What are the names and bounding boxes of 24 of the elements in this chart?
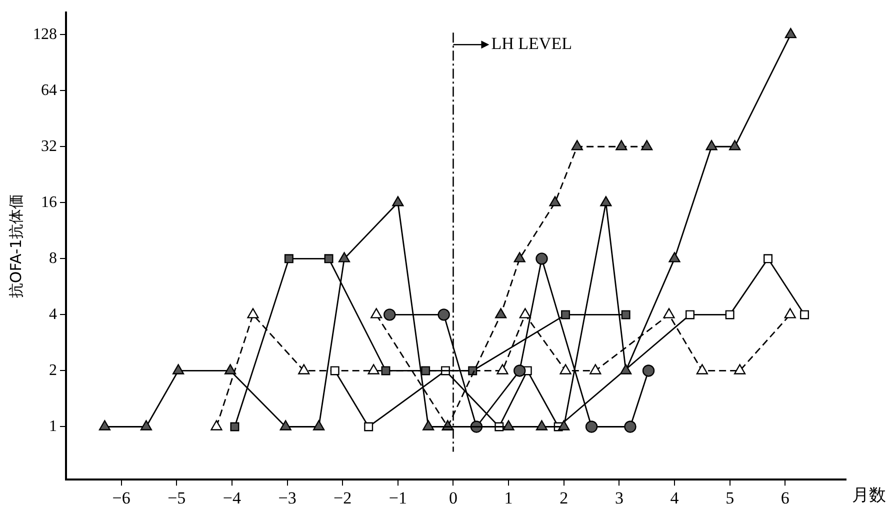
y-tick-label: 4 [49, 306, 57, 323]
x-tick-label: −3 [278, 488, 296, 508]
y-axis-title: 抗OFA-1抗体価 [6, 194, 25, 298]
y-tick-label: 2 [49, 362, 57, 379]
x-tick-label: −2 [334, 488, 352, 508]
x-tick-label: −4 [222, 488, 242, 508]
y-tick-label: 64 [41, 82, 57, 99]
x-tick-label: 0 [448, 488, 458, 508]
x-tick-label: −6 [112, 488, 130, 508]
x-tick-label: 6 [780, 488, 790, 508]
x-tick-label: 4 [670, 488, 680, 508]
y-tick-label: 1 [49, 418, 57, 435]
y-tick-label: 8 [49, 250, 57, 267]
y-tick-label: 16 [41, 194, 57, 211]
x-axis-title: 月数 [852, 486, 886, 505]
x-tick-label: −5 [168, 488, 186, 508]
ref-line-label: LH LEVEL [491, 34, 572, 54]
x-tick-label: 3 [614, 488, 624, 508]
y-tick-label: 32 [41, 138, 57, 155]
x-tick-label: 1 [504, 488, 513, 508]
x-tick-label: −1 [388, 488, 407, 508]
x-tick-label: 5 [726, 488, 734, 508]
x-tick-label: 2 [560, 488, 568, 508]
y-tick-label: 128 [33, 26, 57, 43]
